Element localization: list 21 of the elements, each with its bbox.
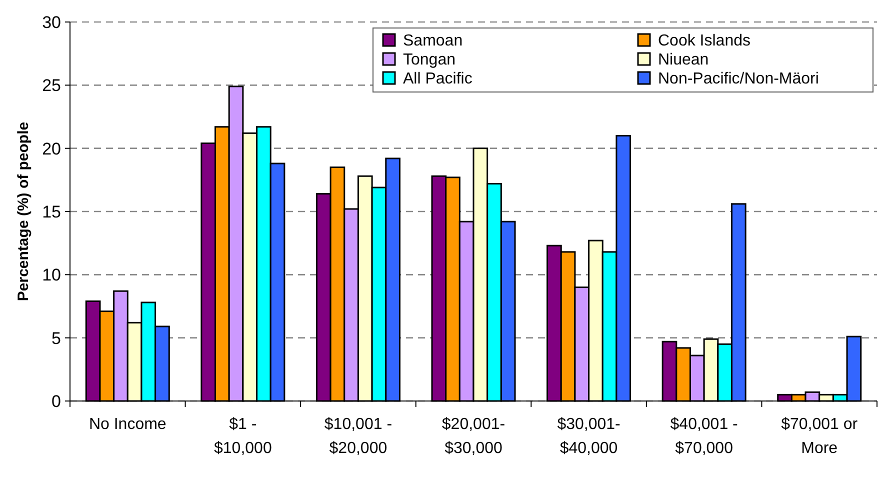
y-tick-label: 20	[42, 139, 61, 158]
x-tick-label: $10,001 - $20,000	[324, 416, 392, 457]
x-tick-label: $40,001 - $70,000	[670, 416, 738, 457]
legend-label: Tongan	[403, 52, 456, 69]
legend-label: Cook Islands	[658, 32, 750, 50]
y-tick-label: 5	[52, 328, 61, 348]
y-tick-label: 10	[42, 266, 61, 285]
x-tick-label: $70,001 or More	[781, 416, 858, 457]
legend-label: Niuean	[658, 52, 709, 69]
x-tick-label: $30,001-$40,000	[557, 416, 620, 457]
y-tick-label: 30	[42, 12, 61, 32]
legend-label: Non-Pacific/Non-Mäori	[658, 70, 819, 88]
x-tick-label: $1 - $10,000	[214, 416, 272, 457]
y-tick-label: 25	[42, 76, 61, 96]
legend-label: All Pacific	[403, 70, 472, 88]
legend-label: Samoan	[403, 32, 463, 50]
x-tick-label: No Income	[88, 416, 166, 433]
x-tick-label: $20,001-$30,000	[442, 416, 506, 457]
y-tick-label: 15	[42, 202, 61, 222]
y-axis-title: Percentage (%) of people	[15, 122, 32, 302]
y-tick-label: 0	[52, 392, 61, 411]
